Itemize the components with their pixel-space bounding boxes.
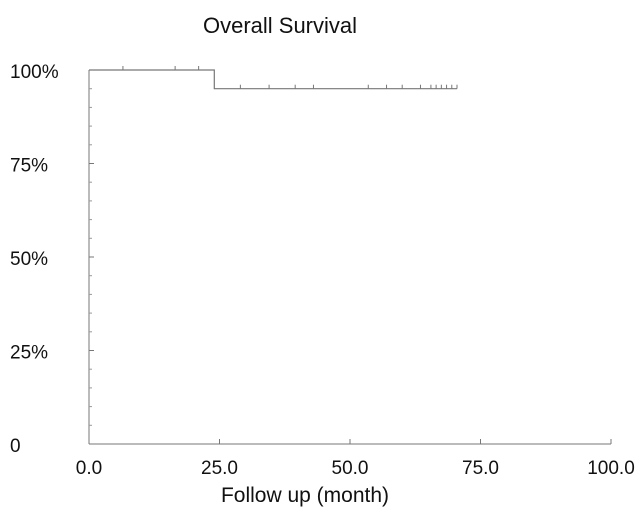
chart-title: Overall Survival: [203, 13, 357, 38]
x-tick-label: 75.0: [462, 458, 499, 479]
survival-series: [89, 66, 458, 90]
y-axis: 0 25% 50% 75% 100%: [10, 62, 94, 457]
y-tick-label: 50%: [10, 249, 48, 270]
x-axis: 0.0 25.0 50.0 75.0 100.0: [76, 439, 635, 479]
y-tick-label: 75%: [10, 156, 48, 177]
x-axis-title: Follow up (month): [221, 484, 389, 507]
x-tick-label: 50.0: [332, 458, 369, 479]
survival-curve: [89, 69, 457, 90]
y-tick-label: 0: [10, 436, 21, 457]
y-tick-label: 100%: [10, 62, 59, 83]
x-tick-label: 25.0: [201, 458, 238, 479]
y-tick-label: 25%: [10, 343, 48, 364]
x-tick-label: 0.0: [76, 458, 102, 479]
x-tick-label: 100.0: [587, 458, 635, 479]
